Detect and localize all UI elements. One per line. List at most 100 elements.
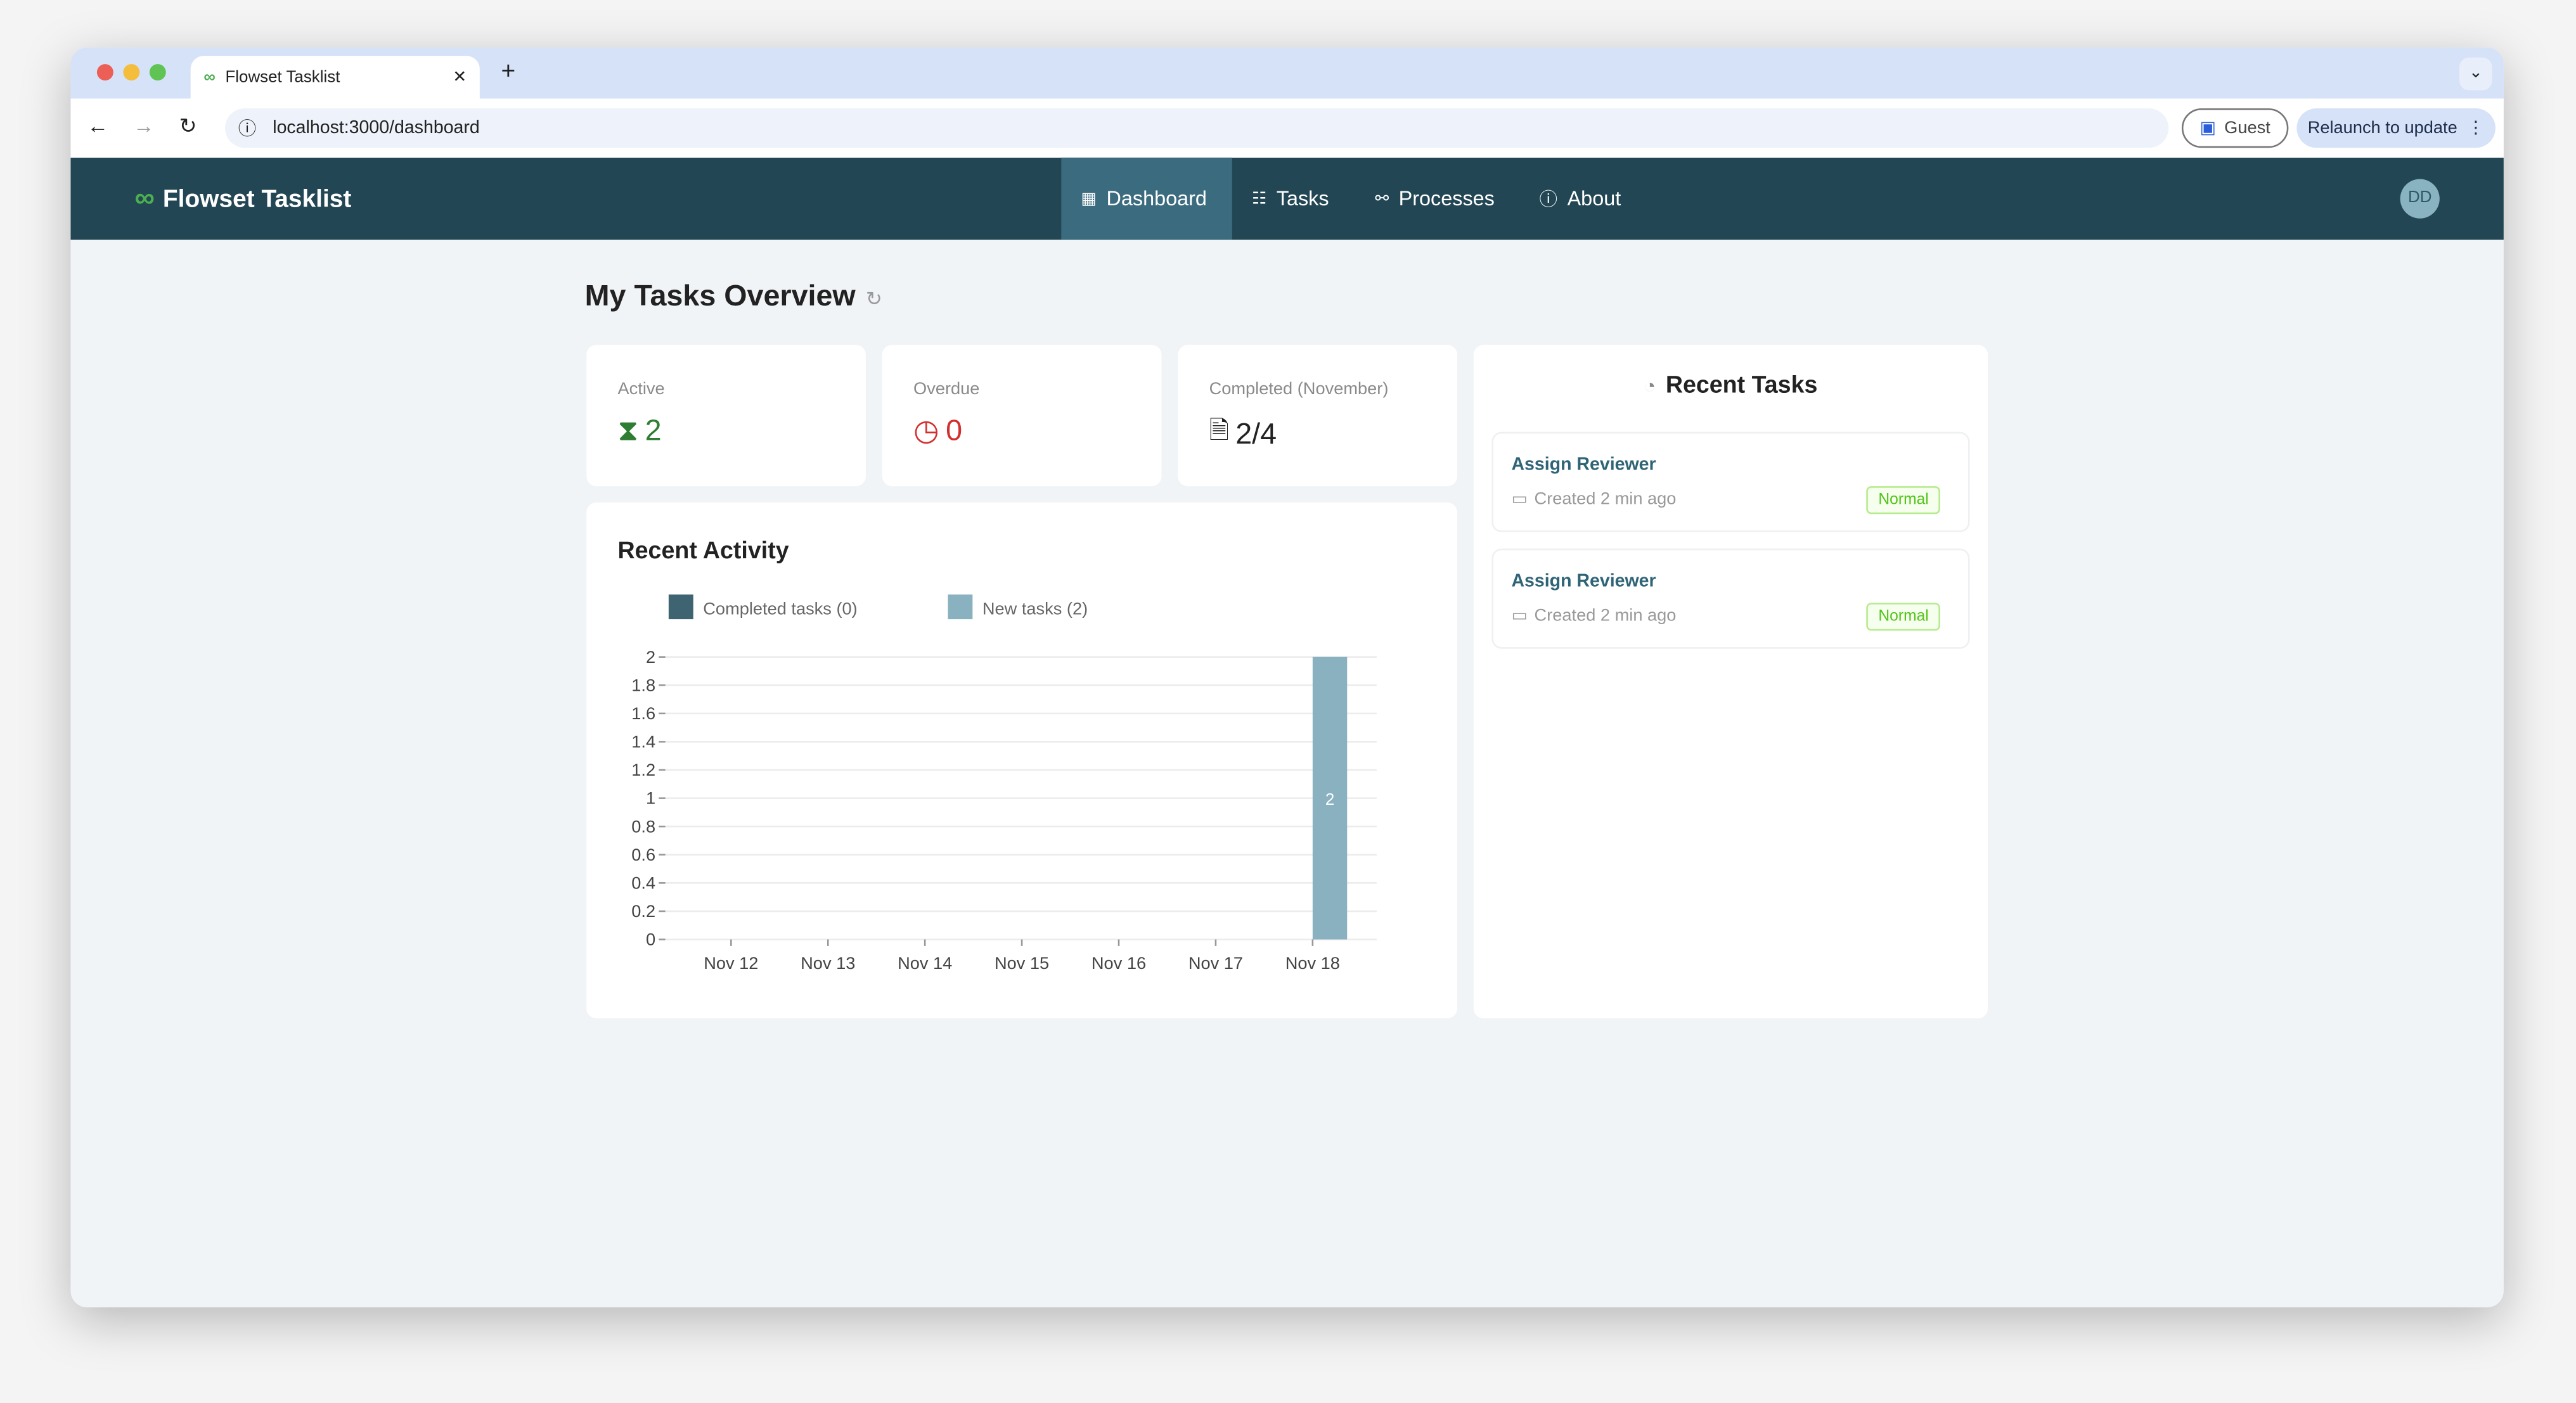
x-tick-label: Nov 13 xyxy=(801,953,855,973)
stat-card-overdue: Overdue ◷ 0 xyxy=(882,345,1162,487)
info-icon: ⓘ xyxy=(1539,190,1558,210)
maximize-window-button[interactable] xyxy=(149,64,166,80)
nav-label: Processes xyxy=(1398,187,1495,210)
legend-label: Completed tasks (0) xyxy=(703,598,857,618)
stat-label: Overdue xyxy=(913,379,980,399)
tab-bar: ∞ Flowset Tasklist ✕ + ⌄ xyxy=(70,48,2504,99)
browser-toolbar: ← → ↻ ⓘ localhost:3000/dashboard ▣ Guest … xyxy=(70,98,2504,158)
recent-activity-card: Recent Activity Completed tasks (0) New t… xyxy=(586,503,1457,1018)
reload-icon[interactable]: ↻ xyxy=(179,113,197,138)
x-tick-label: Nov 14 xyxy=(898,953,952,973)
y-tick-label: 1 xyxy=(646,788,655,808)
relaunch-label: Relaunch to update xyxy=(2307,118,2457,138)
x-tick-label: Nov 16 xyxy=(1092,953,1146,973)
stat-number: 0 xyxy=(946,414,963,447)
document-check-icon: 🗎 xyxy=(1209,417,1229,445)
y-tick-label: 0.8 xyxy=(631,816,655,836)
grid-icon: ▦ xyxy=(1081,189,1097,208)
y-tick-label: 0.4 xyxy=(631,873,655,892)
stat-value: ⧗ 2 xyxy=(618,414,662,448)
calendar-icon: ▭ xyxy=(1511,489,1528,509)
nav-label: About xyxy=(1567,187,1621,210)
legend-swatch xyxy=(948,594,973,620)
user-avatar[interactable]: DD xyxy=(2400,179,2440,219)
url-text: localhost:3000/dashboard xyxy=(273,118,480,138)
card-title: Recent Tasks xyxy=(1665,373,1818,399)
stat-label: Completed (November) xyxy=(1209,379,1389,399)
card-title: Recent Activity xyxy=(617,539,789,565)
minimize-window-button[interactable] xyxy=(123,64,140,80)
x-tick-label: Nov 12 xyxy=(704,953,758,973)
x-tick-label: Nov 17 xyxy=(1188,953,1243,973)
task-name[interactable]: Assign Reviewer xyxy=(1511,571,1656,592)
link-logo-icon: ∞ xyxy=(134,182,155,214)
y-tick-label: 1.8 xyxy=(631,675,655,695)
more-icon: ⋮ xyxy=(2467,118,2485,138)
close-tab-icon[interactable]: ✕ xyxy=(453,68,467,87)
stat-number: 2 xyxy=(645,414,662,447)
priority-badge: Normal xyxy=(1867,486,1940,515)
task-name[interactable]: Assign Reviewer xyxy=(1511,454,1656,475)
priority-badge: Normal xyxy=(1867,603,1940,631)
stat-value: ◷ 0 xyxy=(913,414,962,448)
task-created: Created 2 min ago xyxy=(1534,606,1677,626)
history-icon: ◔ xyxy=(1644,374,1656,398)
y-tick-label: 1.4 xyxy=(631,732,655,752)
task-meta: ▭ Created 2 min ago xyxy=(1511,489,1676,509)
task-meta: ▭ Created 2 min ago xyxy=(1511,606,1676,625)
stat-value: 🗎 2/4 xyxy=(1209,414,1277,455)
stat-label: Active xyxy=(617,379,665,399)
process-icon: ⚯ xyxy=(1375,189,1389,208)
nav-dashboard[interactable]: ▦ Dashboard xyxy=(1061,157,1232,240)
nav-about[interactable]: ⓘ About xyxy=(1519,158,1640,240)
task-list-icon: ☷ xyxy=(1251,189,1267,208)
forward-icon[interactable]: → xyxy=(132,113,155,138)
browser-window: ∞ Flowset Tasklist ✕ + ⌄ ← → ↻ ⓘ localho… xyxy=(70,48,2504,1308)
tab-title: Flowset Tasklist xyxy=(225,68,340,87)
nav-tasks[interactable]: ☷ Tasks xyxy=(1232,158,1349,240)
bar-data-label: 2 xyxy=(1325,791,1334,809)
legend-label: New tasks (2) xyxy=(982,598,1088,618)
y-tick-label: 0 xyxy=(646,930,655,949)
y-tick-label: 0.6 xyxy=(631,845,655,864)
profile-icon: ▣ xyxy=(2199,118,2217,138)
stat-card-completed: Completed (November) 🗎 2/4 xyxy=(1178,345,1457,487)
page-title: My Tasks Overview xyxy=(584,279,856,312)
browser-tab[interactable]: ∞ Flowset Tasklist ✕ xyxy=(190,56,480,99)
task-created: Created 2 min ago xyxy=(1534,489,1677,509)
refresh-icon[interactable]: ↻ xyxy=(865,287,882,311)
back-icon[interactable]: ← xyxy=(87,113,109,138)
clock-icon: ◷ xyxy=(913,414,939,447)
app-header: ∞ Flowset Tasklist ▦ Dashboard ☷ Tasks ⚯ Pr… xyxy=(70,157,2504,240)
bar xyxy=(1312,657,1348,940)
y-tick-label: 2 xyxy=(646,647,655,667)
relaunch-button[interactable]: Relaunch to update ⋮ xyxy=(2296,108,2496,148)
task-item[interactable]: Assign Reviewer ▭ Created 2 min ago Norma… xyxy=(1491,548,1970,649)
stat-card-active: Active ⧗ 2 xyxy=(586,345,866,487)
address-bar[interactable]: ⓘ localhost:3000/dashboard xyxy=(225,108,2169,148)
nav-label: Tasks xyxy=(1276,187,1329,210)
y-tick-label: 0.2 xyxy=(631,901,655,921)
task-item[interactable]: Assign Reviewer ▭ Created 2 min ago Norma… xyxy=(1491,432,1970,532)
stat-number: 2/4 xyxy=(1235,417,1277,451)
guest-profile-button[interactable]: ▣ Guest xyxy=(2181,108,2289,148)
x-tick-label: Nov 18 xyxy=(1285,953,1340,973)
site-info-icon[interactable]: ⓘ xyxy=(238,120,257,140)
activity-chart: Completed tasks (0) New tasks (2) 0 0.2 0.4 0… xyxy=(631,594,1377,973)
y-tick-label: 1.2 xyxy=(631,760,655,779)
hourglass-icon: ⧗ xyxy=(617,414,639,447)
calendar-icon: ▭ xyxy=(1511,606,1528,626)
nav-label: Dashboard xyxy=(1106,187,1207,210)
legend-swatch xyxy=(668,594,693,620)
tab-search-button[interactable]: ⌄ xyxy=(2459,57,2492,91)
brand-name: Flowset Tasklist xyxy=(162,184,352,213)
brand-logo[interactable]: ∞ Flowset Tasklist xyxy=(135,183,352,215)
guest-label: Guest xyxy=(2224,118,2270,138)
card-header: ◔ Recent Tasks xyxy=(1474,373,1988,399)
new-tab-button[interactable]: + xyxy=(501,57,516,86)
x-tick-label: Nov 15 xyxy=(995,953,1049,973)
recent-tasks-card: ◔ Recent Tasks Assign Reviewer ▭ Created … xyxy=(1473,345,1988,1018)
close-window-button[interactable] xyxy=(96,64,113,80)
nav-processes[interactable]: ⚯ Processes xyxy=(1355,158,1514,240)
y-tick-label: 1.6 xyxy=(631,703,655,723)
